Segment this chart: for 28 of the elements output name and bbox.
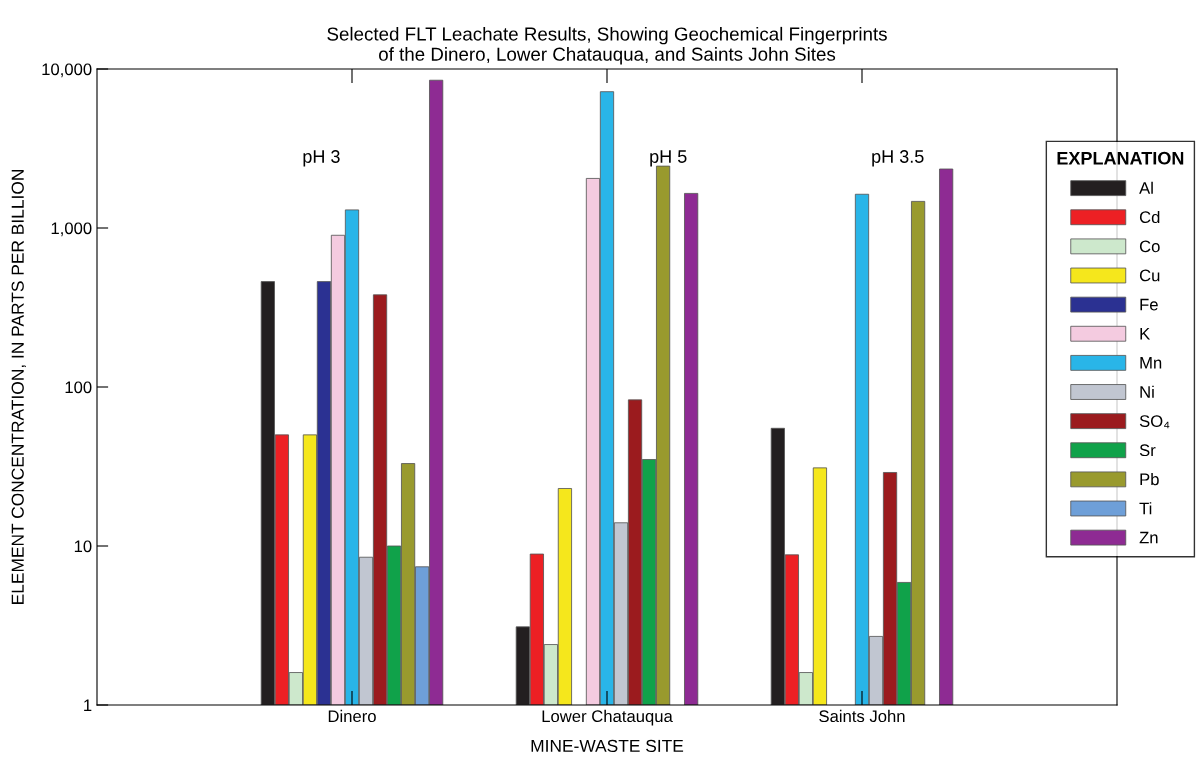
chart-title: Selected FLT Leachate Results, Showing Geochemical Fingerprints of the Dinero, Lower Chatauqua, and Saints John Sites (327, 26, 887, 65)
y-tick-label: 10 (74, 540, 92, 553)
legend-label: K (1140, 327, 1151, 340)
annotation: pH 3.5 (872, 150, 924, 167)
y-tick-label: 100 (65, 381, 92, 394)
legend-label: Zn (1139, 531, 1158, 544)
legend-label: Al (1139, 181, 1153, 194)
x-tick-label: Saints John (819, 709, 905, 723)
x-tick-label: Lower Chatauqua (542, 709, 673, 726)
legend-label: SO₄ (1139, 415, 1170, 429)
annotation: pH 3 (303, 150, 340, 167)
annotation: pH 5 (650, 150, 687, 167)
legend-label: Pb (1140, 473, 1159, 486)
legend-label: Cd (1139, 210, 1160, 224)
x-axis-title: MINE-WASTE SITE (531, 739, 684, 753)
y-tick-label: 1 (84, 699, 92, 712)
y-axis-title: ELEMENT CONCENTRATION, IN PARTS PER BILLION (11, 170, 26, 604)
legend-label: Fe (1140, 298, 1158, 311)
legend-title: EXPLANATION (1057, 151, 1184, 165)
x-tick-label: Dinero (328, 709, 376, 723)
legend-label: Co (1139, 240, 1160, 253)
legend-label: Ti (1139, 502, 1152, 515)
y-tick-label: 1,000 (51, 222, 92, 237)
legend-label: Mn (1140, 357, 1162, 369)
y-tick-label: 10,000 (42, 63, 92, 78)
legend-label: Sr (1139, 444, 1156, 457)
legend-label: Cu (1139, 269, 1160, 282)
legend-label: Ni (1140, 385, 1154, 398)
